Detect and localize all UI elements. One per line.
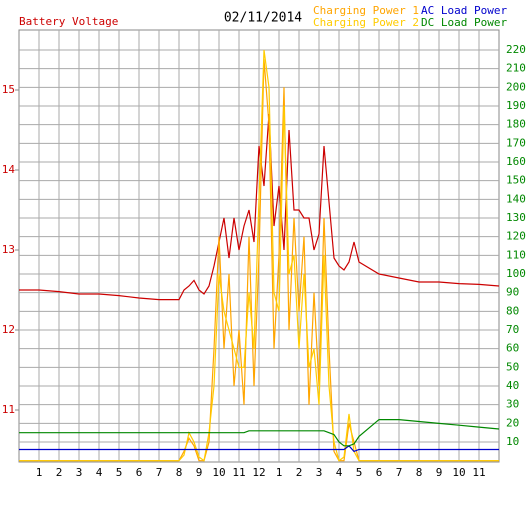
- series-line: [19, 113, 500, 301]
- y-tick-label: 14: [2, 163, 16, 176]
- x-tick-label: 1: [36, 466, 43, 479]
- y2-tick-label: 60: [506, 342, 519, 355]
- x-tick-label: 8: [416, 466, 423, 479]
- x-tick-label: 3: [316, 466, 323, 479]
- x-tick-label: 1: [276, 466, 283, 479]
- x-tick-label: 9: [436, 466, 443, 479]
- x-tick-label: 6: [376, 466, 383, 479]
- x-tick-label: 9: [196, 466, 203, 479]
- chart-title: 02/11/2014: [224, 11, 302, 26]
- y2-tick-label: 150: [506, 174, 526, 187]
- y2-tick-label: 50: [506, 360, 519, 373]
- y2-tick-label: 30: [506, 398, 519, 411]
- series-line: [19, 444, 499, 453]
- y2-tick-label: 80: [506, 304, 519, 317]
- y-tick-label: 15: [2, 83, 15, 96]
- legend-label: AC Load Power: [421, 4, 507, 17]
- x-tick-label: 3: [76, 466, 83, 479]
- y-tick-label: 12: [2, 323, 15, 336]
- x-tick-label: 4: [96, 466, 103, 479]
- y2-tick-label: 180: [506, 118, 526, 131]
- legend-label: DC Load Power: [421, 16, 507, 29]
- x-tick-label: 10: [452, 466, 465, 479]
- y-tick-label: 11: [2, 403, 15, 416]
- y2-tick-label: 160: [506, 155, 526, 168]
- y2-tick-label: 220: [506, 43, 526, 56]
- x-tick-label: 5: [356, 466, 363, 479]
- y2-tick-label: 10: [506, 435, 519, 448]
- y2-tick-label: 170: [506, 136, 526, 149]
- y2-tick-label: 200: [506, 80, 526, 93]
- y2-tick-label: 90: [506, 286, 519, 299]
- y-tick-label: 13: [2, 243, 15, 256]
- x-tick-label: 7: [396, 466, 403, 479]
- y2-tick-label: 20: [506, 416, 519, 429]
- x-tick-label: 5: [116, 466, 123, 479]
- legend-label: Charging Power 2: [313, 16, 419, 29]
- x-tick-label: 6: [136, 466, 143, 479]
- legend-label: Charging Power 1: [313, 4, 419, 17]
- series-line: [19, 419, 500, 447]
- x-tick-label: 2: [56, 466, 63, 479]
- x-tick-label: 11: [472, 466, 485, 479]
- y2-tick-label: 210: [506, 62, 526, 75]
- y2-tick-label: 190: [506, 99, 526, 112]
- x-tick-label: 8: [176, 466, 183, 479]
- y2-tick-label: 100: [506, 267, 526, 280]
- y2-tick-label: 130: [506, 211, 526, 224]
- series-line: [19, 49, 499, 462]
- x-tick-label: 2: [296, 466, 303, 479]
- x-tick-label: 10: [212, 466, 225, 479]
- y2-tick-label: 40: [506, 379, 519, 392]
- x-tick-label: 12: [252, 466, 265, 479]
- y2-tick-label: 110: [506, 248, 526, 261]
- x-tick-label: 4: [336, 466, 343, 479]
- legend-label: Battery Voltage: [19, 15, 118, 28]
- y2-tick-label: 70: [506, 323, 519, 336]
- x-tick-label: 11: [232, 466, 245, 479]
- y2-tick-label: 140: [506, 192, 526, 205]
- y2-tick-label: 120: [506, 230, 526, 243]
- x-tick-label: 7: [156, 466, 163, 479]
